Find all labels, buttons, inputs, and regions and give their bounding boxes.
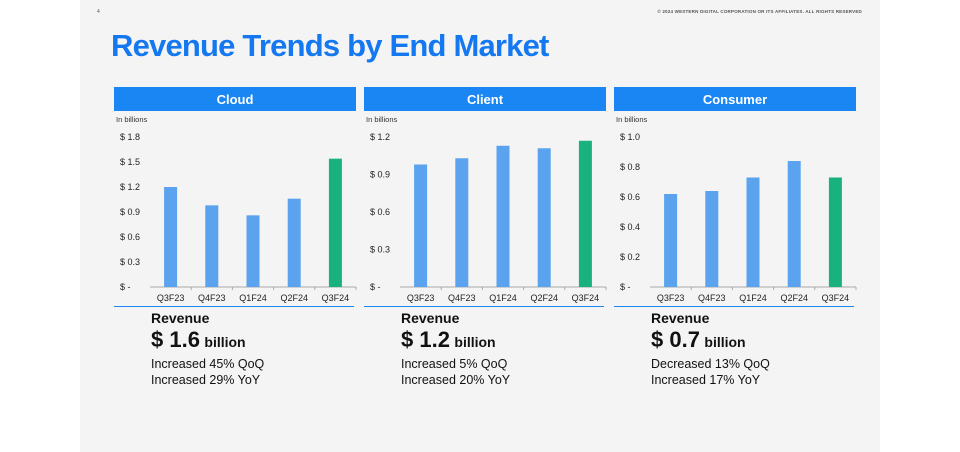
revenue-label: Revenue: [151, 310, 210, 326]
x-tick-label: Q3F24: [572, 293, 600, 303]
yoy-change: Increased 29% YoY: [151, 373, 261, 387]
panel-header-cloud: Cloud: [114, 87, 356, 111]
x-tick-label: Q1F24: [739, 293, 767, 303]
bar-Q3F23: [664, 194, 678, 287]
x-tick-label: Q1F24: [239, 293, 267, 303]
divider-consumer: [614, 306, 854, 307]
x-tick-label: Q2F24: [780, 293, 808, 303]
unit-label: In billions: [616, 115, 648, 124]
summary-cloud: Revenue $ 1.6 billion Increased 45% QoQ …: [151, 310, 264, 388]
unit-label: In billions: [366, 115, 398, 124]
chart-consumer: In billions $ - $ 0.2 $ 0.4 $ 0.6 $ 0.8 $ 1.0 Q…: [610, 112, 860, 308]
revenue-amount: $ 0.7: [651, 327, 700, 352]
bar-Q4F23: [205, 205, 219, 287]
yoy-change: Increased 20% YoY: [401, 373, 511, 387]
x-tick-label: Q1F24: [489, 293, 517, 303]
chart-cloud: In billions $ - $ 0.3 $ 0.6 $ 0.9 $ 1.2 $ 1.5 $…: [110, 112, 360, 308]
x-tick-label: Q3F23: [157, 293, 185, 303]
revenue-unit: billion: [204, 334, 246, 350]
revenue-label: Revenue: [651, 310, 710, 326]
bar-Q1F24: [496, 145, 510, 287]
x-tick-label: Q3F24: [322, 293, 350, 303]
x-tick-label: Q2F24: [530, 293, 558, 303]
y-tick-label: $ 0.6: [620, 192, 640, 202]
x-tick-label: Q3F24: [822, 293, 850, 303]
revenue-label: Revenue: [401, 310, 460, 326]
x-tick-label: Q4F23: [698, 293, 726, 303]
revenue-unit: billion: [704, 334, 746, 350]
qoq-change: Increased 45% QoQ: [151, 357, 265, 371]
bar-Q1F24: [746, 177, 760, 287]
y-tick-label: $ 0.6: [370, 207, 390, 217]
unit-label: In billions: [116, 115, 148, 124]
x-tick-label: Q3F23: [407, 293, 435, 303]
x-tick-label: Q3F23: [657, 293, 685, 303]
bar-Q4F23: [705, 191, 719, 287]
panel-header-consumer: Consumer: [614, 87, 856, 111]
revenue-amount: $ 1.6: [151, 327, 200, 352]
bar-Q4F23: [455, 158, 469, 287]
bar-Q3F24: [328, 158, 342, 287]
y-tick-label: $ 0.9: [120, 207, 140, 217]
revenue-value: $ 1.6 billion: [151, 327, 264, 356]
bar-Q3F23: [414, 164, 428, 287]
x-tick-label: Q4F23: [198, 293, 226, 303]
x-tick-label: Q4F23: [448, 293, 476, 303]
bar-Q2F24: [287, 198, 301, 287]
y-tick-label: $ -: [620, 282, 631, 292]
bar-Q1F24: [246, 215, 260, 287]
revenue-amount: $ 1.2: [401, 327, 450, 352]
revenue-value: $ 0.7 billion: [651, 327, 770, 356]
yoy-change: Increased 17% YoY: [651, 373, 761, 387]
y-tick-label: $ 1.5: [120, 157, 140, 167]
chart-client: In billions $ - $ 0.3 $ 0.6 $ 0.9 $ 1.2 Q3F23 Q…: [360, 112, 610, 308]
y-tick-label: $ 0.3: [120, 257, 140, 267]
y-tick-label: $ 0.8: [620, 162, 640, 172]
revenue-value: $ 1.2 billion: [401, 327, 510, 356]
y-tick-label: $ -: [120, 282, 131, 292]
bar-Q2F24: [787, 161, 801, 287]
bar-Q3F23: [164, 187, 178, 287]
y-tick-label: $ 0.4: [620, 222, 640, 232]
divider-cloud: [114, 306, 354, 307]
chart-client-svg: In billions $ - $ 0.3 $ 0.6 $ 0.9 $ 1.2 Q3F23 Q…: [366, 115, 607, 303]
qoq-change: Increased 5% QoQ: [401, 357, 508, 371]
qoq-change: Decreased 13% QoQ: [651, 357, 770, 371]
y-tick-label: $ 1.8: [120, 132, 140, 142]
y-tick-label: $ 1.0: [620, 132, 640, 142]
bar-Q2F24: [537, 148, 551, 287]
chart-consumer-svg: In billions $ - $ 0.2 $ 0.4 $ 0.6 $ 0.8 $ 1.0 Q…: [616, 115, 857, 303]
y-tick-label: $ 1.2: [370, 132, 390, 142]
summary-client: Revenue $ 1.2 billion Increased 5% QoQ I…: [401, 310, 510, 388]
bar-Q3F24: [578, 140, 592, 287]
y-tick-label: $ -: [370, 282, 381, 292]
y-tick-label: $ 1.2: [120, 182, 140, 192]
y-tick-label: $ 0.9: [370, 170, 390, 180]
x-tick-label: Q2F24: [280, 293, 308, 303]
divider-client: [364, 306, 604, 307]
panel-header-client: Client: [364, 87, 606, 111]
y-tick-label: $ 0.2: [620, 252, 640, 262]
y-tick-label: $ 0.3: [370, 245, 390, 255]
y-tick-label: $ 0.6: [120, 232, 140, 242]
page-number: 4: [97, 9, 100, 15]
summary-consumer: Revenue $ 0.7 billion Decreased 13% QoQ …: [651, 310, 770, 388]
page-title: Revenue Trends by End Market: [111, 28, 549, 63]
revenue-unit: billion: [454, 334, 496, 350]
chart-cloud-svg: In billions $ - $ 0.3 $ 0.6 $ 0.9 $ 1.2 $ 1.5 $…: [116, 115, 357, 303]
copyright-notice: © 2024 WESTERN DIGITAL CORPORATION OR IT…: [657, 9, 862, 14]
bar-Q3F24: [828, 177, 842, 287]
